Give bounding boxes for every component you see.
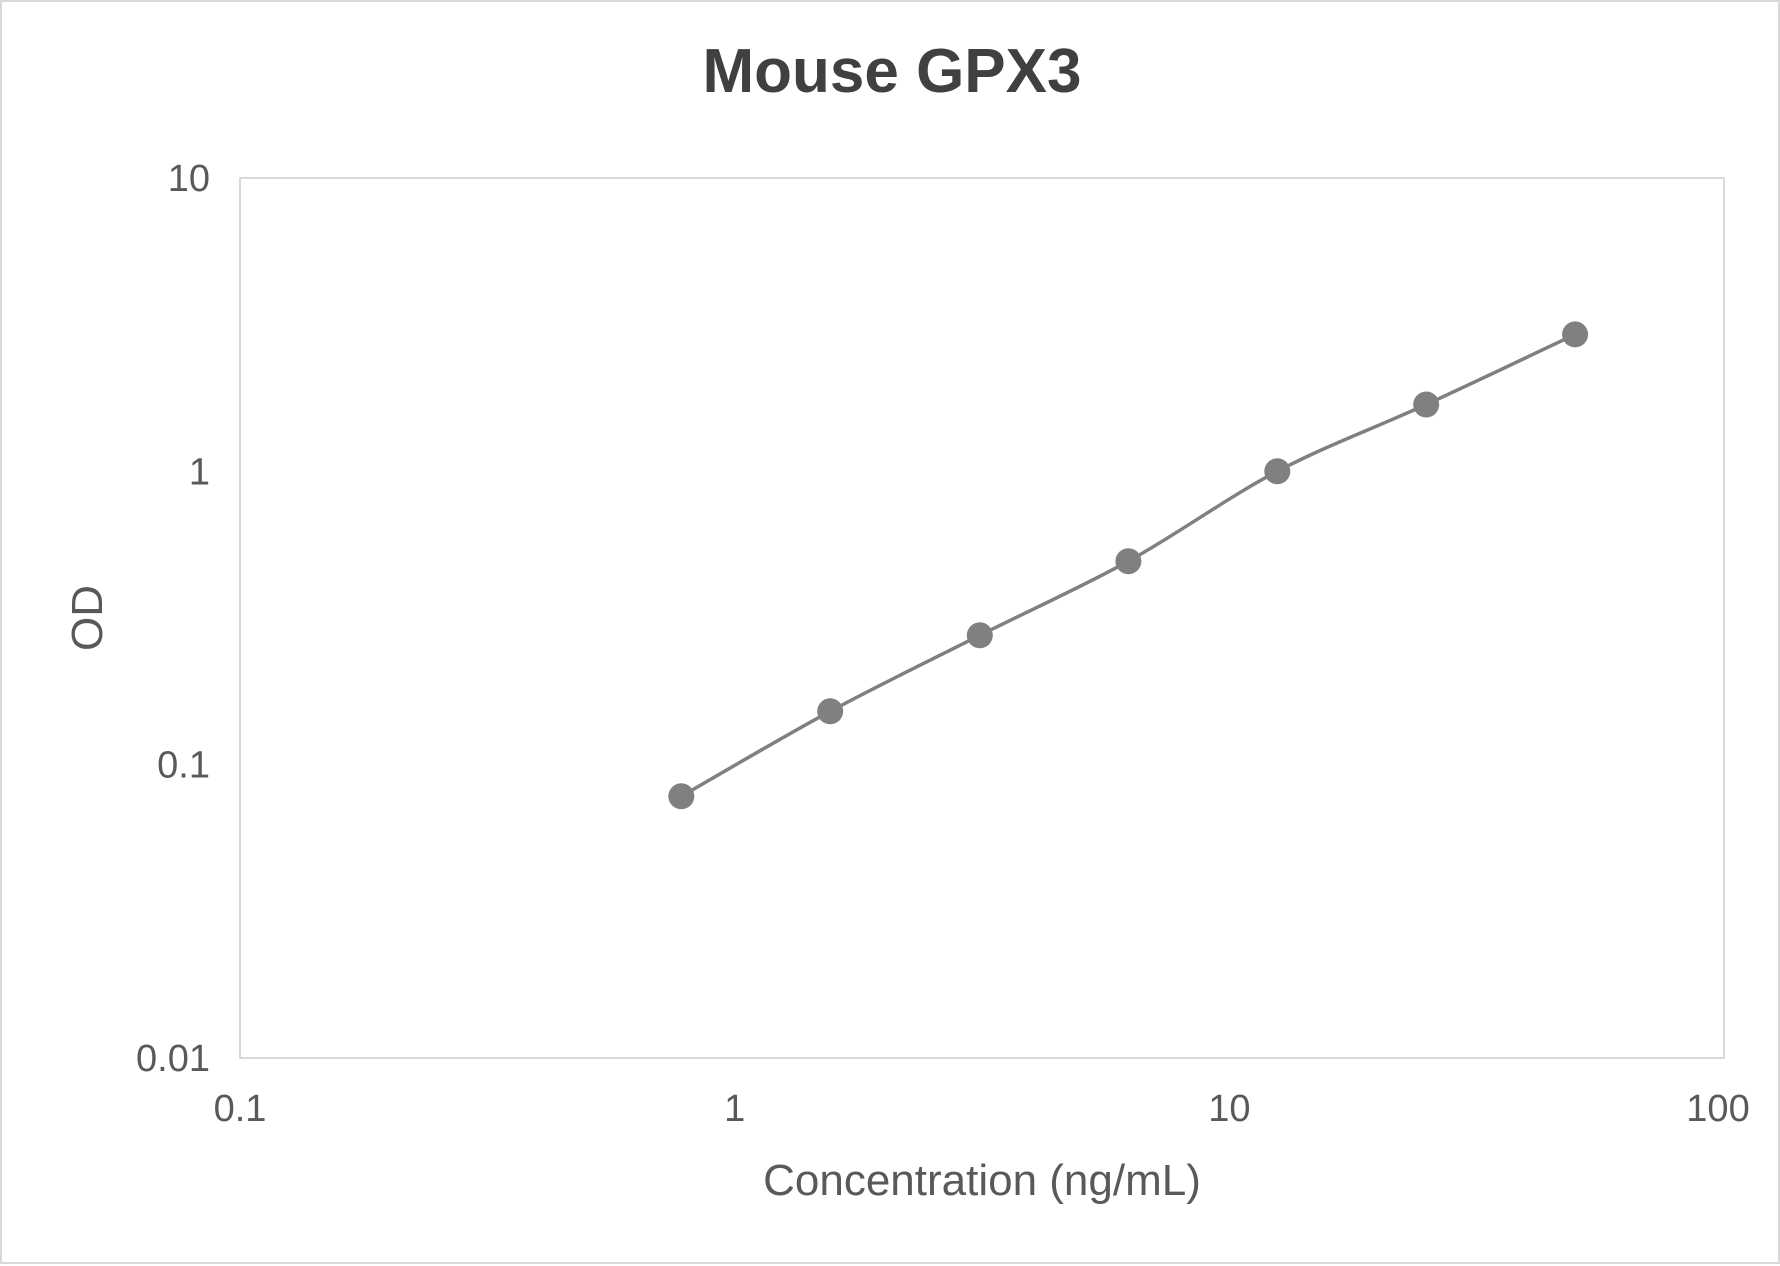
x-tick-label: 100 [1686,1088,1749,1130]
data-point [817,698,844,725]
y-axis-ticks: 0.01 0.1 1 10 [136,158,210,1080]
chart-title: Mouse GPX3 [702,37,1082,106]
x-axis-title: Concentration (ng/mL) [763,1156,1201,1205]
data-point [668,783,695,810]
x-tick-label: 0.1 [214,1088,267,1130]
data-point [1115,548,1142,575]
x-axis-ticks: 0.1 1 10 100 [214,1088,1750,1130]
x-tick-label: 10 [1208,1088,1250,1130]
data-point [1413,391,1440,418]
y-tick-label: 1 [189,451,210,493]
y-tick-label: 0.01 [136,1038,210,1080]
y-axis-title: OD [63,585,112,651]
series-points [668,321,1589,810]
data-point [966,622,993,649]
data-point [1562,321,1589,348]
x-tick-label: 1 [724,1088,745,1130]
plot-area [239,177,1725,1059]
y-tick-label: 10 [168,158,210,200]
y-tick-label: 0.1 [157,745,210,787]
data-point [1264,458,1291,485]
